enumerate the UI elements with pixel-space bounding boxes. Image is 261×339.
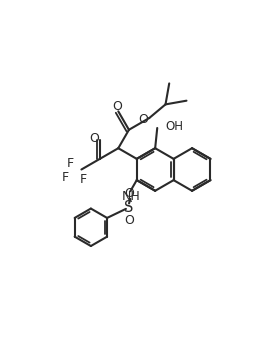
Text: F: F	[80, 173, 87, 186]
Text: S: S	[124, 200, 134, 215]
Text: O: O	[124, 187, 134, 200]
Text: F: F	[67, 157, 74, 170]
Text: O: O	[89, 132, 99, 145]
Text: O: O	[124, 214, 134, 227]
Text: OH: OH	[165, 120, 183, 134]
Text: NH: NH	[121, 190, 140, 203]
Text: O: O	[138, 113, 148, 126]
Text: F: F	[62, 171, 69, 184]
Text: O: O	[112, 100, 122, 113]
